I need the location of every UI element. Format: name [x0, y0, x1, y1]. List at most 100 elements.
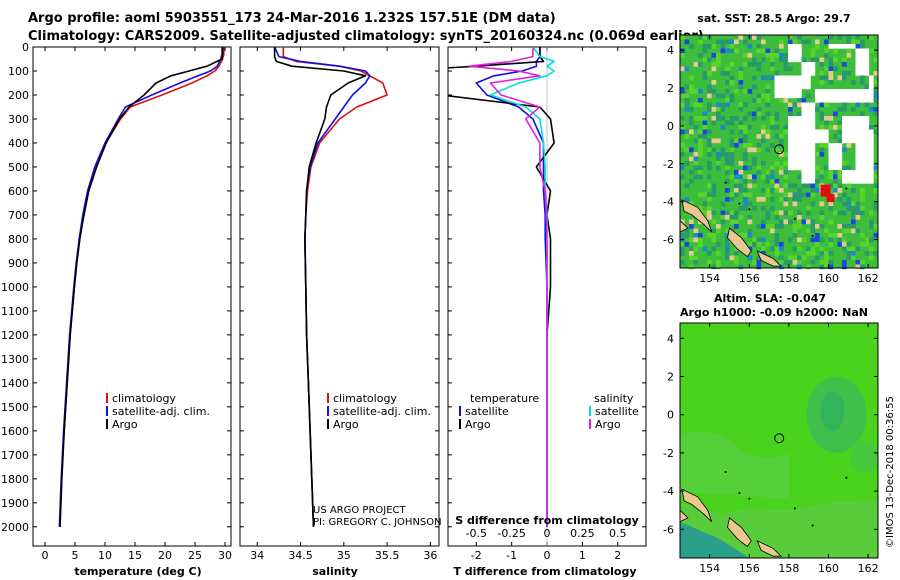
sst-map-cell: [693, 161, 699, 166]
sst-map-cell: [684, 134, 690, 139]
sst-map-cell: [743, 192, 748, 198]
sst-map-cell: [833, 156, 838, 162]
sst-map-cell: [810, 125, 816, 130]
sst-map-cell: [788, 192, 793, 198]
sst-map-cell: [729, 93, 735, 99]
sst-map-cell: [860, 116, 865, 121]
sst-map-cell: [797, 260, 802, 265]
sst-map-cell: [801, 107, 807, 112]
sst-map-cell: [797, 116, 802, 121]
depth-tick-label: 500: [8, 161, 29, 174]
sst-map-cell: [815, 188, 820, 193]
sst-map-cell: [869, 35, 874, 40]
sst-map-cell: [869, 129, 874, 135]
sst-map-cell: [725, 197, 730, 202]
sst-map-cell: [680, 116, 685, 121]
sst-map-cell: [720, 215, 726, 220]
sst-map-cell: [689, 237, 694, 243]
sst-map-cell: [770, 224, 775, 229]
sst-map-cell: [846, 89, 852, 94]
sst-map-cell: [729, 116, 735, 121]
sst-map-cell: [828, 75, 834, 81]
sst-map-cell: [869, 165, 874, 171]
sst-map-cell: [869, 237, 874, 243]
sst-map-cell: [801, 120, 807, 126]
sst-map-cell: [783, 152, 789, 157]
sst-map-cell: [725, 228, 730, 234]
sst-map-cell: [716, 242, 721, 247]
sst-map-cell: [756, 66, 762, 72]
sst-map-cell: [828, 237, 834, 243]
temperature-panel: 0100200300400500600700800900100011001200…: [1, 41, 232, 562]
sst-map-cell: [716, 260, 721, 265]
sst-map-cell: [770, 62, 775, 67]
sst-map-cell: [864, 57, 870, 63]
sst-map-cell: [707, 210, 712, 216]
sst-map-cell: [846, 179, 852, 184]
sst-map-cell: [765, 111, 771, 117]
sst-map-cell: [864, 89, 870, 94]
sst-map-cell: [734, 210, 739, 216]
sst-map-cell: [743, 89, 748, 94]
salinity-xtick-label: 34: [250, 549, 264, 562]
sst-map-cell: [711, 264, 717, 270]
sst-map-cell: [725, 102, 730, 108]
sst-map-cell: [810, 120, 816, 126]
sst-map-cell: [716, 102, 721, 108]
sst-map-cell: [725, 233, 730, 238]
sst-map-cell: [725, 246, 730, 252]
sst-map-cell: [765, 102, 771, 108]
sst-map-cell: [797, 80, 802, 85]
sst-map-hotspot: [820, 184, 831, 197]
sst-map-cell: [864, 152, 870, 157]
sla-map-islet: [845, 476, 848, 479]
sst-map-title: sat. SST: 28.5 Argo: 29.7: [697, 12, 850, 25]
sst-map-cell: [869, 134, 874, 139]
sst-map-cell: [864, 179, 870, 184]
difference-panel: -2 -1 0 1 2 -0.5 -0.25 0 0.25 0.5 temperature salin…: [447, 46, 647, 562]
sst-map-cell: [680, 242, 685, 247]
sst-map-cell: [806, 116, 811, 121]
sst-map-cell: [792, 246, 798, 252]
sst-map-cell: [765, 174, 771, 180]
sst-map-cell: [873, 93, 879, 99]
sst-map-cell: [864, 170, 870, 175]
sst-map-cell: [801, 179, 807, 184]
sst-map-cell: [729, 75, 735, 81]
sst-map-cell: [792, 39, 798, 45]
sst-map-cell: [734, 116, 739, 121]
sst-map-cell: [689, 147, 694, 153]
sst-map-cell: [716, 62, 721, 67]
sst-map-cell: [828, 80, 834, 85]
sst-map-cell: [806, 138, 811, 144]
sst-map-cell: [716, 156, 721, 162]
sst-map-cell: [810, 134, 816, 139]
depth-tick-label: 100: [8, 65, 29, 78]
sst-map-cell: [689, 246, 694, 252]
sst-map-cell: [828, 147, 834, 153]
sst-map-cell: [680, 165, 685, 171]
sst-map-cell: [860, 71, 865, 76]
sst-map-cell: [819, 57, 825, 63]
sst-map-cell: [734, 251, 739, 256]
sst-map-cell: [842, 147, 847, 153]
sla-map-ytick-label: 4: [667, 332, 674, 345]
sst-map-cell: [783, 129, 789, 135]
sst-map-cell: [698, 39, 703, 45]
sst-map-cell: [806, 179, 811, 184]
sst-map-cell: [828, 242, 834, 247]
sst-map-cell: [684, 66, 690, 72]
temperature-axis-label: temperature (deg C): [74, 565, 201, 578]
sst-map-cell: [761, 197, 766, 202]
sst-map-cell: [837, 120, 843, 126]
depth-tick-label: 700: [8, 209, 29, 222]
sst-map-cell: [873, 98, 879, 103]
sst-map-cell: [684, 242, 690, 247]
temperature-frame: [32, 46, 232, 547]
sst-map-cell: [846, 246, 852, 252]
sst-map-cell: [851, 80, 856, 85]
sst-map-cell: [711, 62, 717, 67]
sst-map-cell: [720, 219, 726, 225]
sst-map-cell: [770, 174, 775, 180]
sst-map-cell: [729, 39, 735, 45]
